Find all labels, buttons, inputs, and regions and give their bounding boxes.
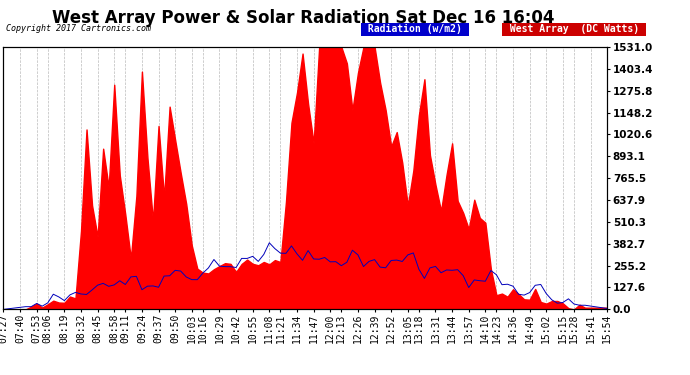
Text: West Array  (DC Watts): West Array (DC Watts): [504, 24, 644, 34]
Text: Radiation (w/m2): Radiation (w/m2): [362, 24, 468, 34]
Text: Copyright 2017 Cartronics.com: Copyright 2017 Cartronics.com: [6, 24, 150, 33]
Text: West Array Power & Solar Radiation Sat Dec 16 16:04: West Array Power & Solar Radiation Sat D…: [52, 9, 555, 27]
